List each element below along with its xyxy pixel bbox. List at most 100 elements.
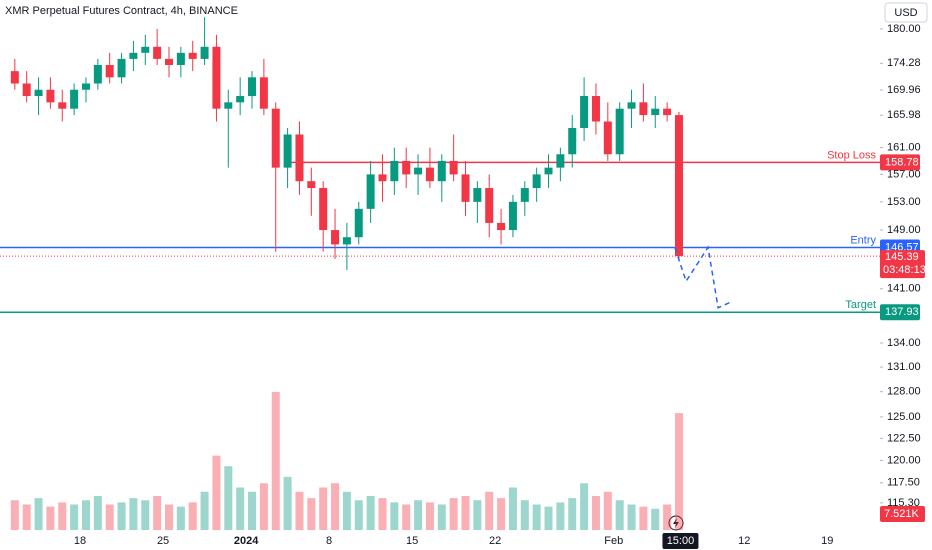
level-name: Entry xyxy=(850,234,876,246)
candle-body xyxy=(342,237,351,245)
volume-bar xyxy=(591,496,600,530)
volume-bar xyxy=(568,498,577,530)
candle-body xyxy=(81,83,90,90)
volume-bar xyxy=(307,498,316,530)
candle-body xyxy=(520,188,529,202)
candle-body xyxy=(10,71,19,84)
candle-body xyxy=(354,208,363,238)
volume-bar xyxy=(402,504,411,530)
volume-bar xyxy=(473,500,482,530)
volume-bar xyxy=(651,508,660,530)
level-tag-bg xyxy=(880,154,920,171)
volume-bar xyxy=(603,491,612,530)
x-tick-label: 25 xyxy=(157,535,169,547)
current-price-bg xyxy=(880,250,925,279)
y-tick-label: 161.00 xyxy=(887,142,921,154)
y-tick-label: 169.96 xyxy=(887,84,921,96)
x-tick-label: 18 xyxy=(74,535,86,547)
candle-body xyxy=(449,160,458,175)
volume-bar xyxy=(414,500,423,530)
y-tick-label: 174.28 xyxy=(887,57,921,69)
volume-bar xyxy=(390,502,399,530)
candle-body xyxy=(200,46,209,59)
candle-body xyxy=(70,89,79,109)
candle-body xyxy=(331,230,340,245)
y-tick-label: 165.98 xyxy=(887,109,921,121)
y-tick-label: 120.00 xyxy=(887,454,921,466)
candle-body xyxy=(58,102,67,109)
volume-bar xyxy=(141,500,150,530)
currency-label[interactable]: USD xyxy=(894,7,917,19)
candle-body xyxy=(473,188,482,202)
candle-body xyxy=(591,96,600,122)
y-tick-label: 153.00 xyxy=(887,196,921,208)
volume-bar xyxy=(319,487,328,530)
volume-bar xyxy=(378,498,387,530)
level-name: Stop Loss xyxy=(827,149,876,161)
x-tick-label: 12 xyxy=(738,535,750,547)
candle-body xyxy=(437,160,446,182)
volume-bar xyxy=(532,504,541,530)
candle-body xyxy=(603,121,612,155)
volume-bar xyxy=(556,502,565,530)
volume-bar xyxy=(342,491,351,530)
candle-body xyxy=(271,108,280,168)
projection-path xyxy=(674,245,731,309)
y-tick-label: 157.00 xyxy=(887,168,921,180)
candle-body xyxy=(141,46,150,53)
candle-body xyxy=(248,77,257,97)
volume-bar xyxy=(461,496,470,530)
y-tick-label: 128.00 xyxy=(887,386,921,398)
y-tick-label: 149.00 xyxy=(887,224,921,236)
chart-title: XMR Perpetual Futures Contract, 4h, BINA… xyxy=(5,5,238,17)
volume-bar xyxy=(331,483,340,530)
volume-bar xyxy=(46,506,55,530)
y-tick-label: 180.00 xyxy=(887,23,921,35)
currency-button[interactable] xyxy=(884,2,928,23)
candle-body xyxy=(153,46,162,59)
volume-bar xyxy=(10,500,19,530)
candle-body xyxy=(639,102,648,116)
volume-bar xyxy=(70,504,79,530)
candle-body xyxy=(627,102,636,109)
volume-bar xyxy=(354,500,363,530)
candle-body xyxy=(212,46,221,109)
candle-body xyxy=(165,58,174,65)
volume-bar xyxy=(188,502,197,530)
volume-bar xyxy=(663,504,672,530)
y-tick-label: 117.50 xyxy=(887,477,920,489)
current-time-bg xyxy=(662,533,699,549)
candle-body xyxy=(532,174,541,189)
candle-body xyxy=(117,58,126,78)
volume-bar xyxy=(449,498,458,530)
candle-body xyxy=(188,52,197,59)
candle-body xyxy=(580,96,589,128)
level-tag-bg xyxy=(880,304,920,321)
candle-body xyxy=(295,134,304,182)
y-tick-label: 141.00 xyxy=(887,283,921,295)
volume-bar xyxy=(497,498,506,530)
volume-bar xyxy=(283,476,292,530)
volume-bar xyxy=(200,491,209,530)
candle-body xyxy=(378,174,387,182)
volume-bar xyxy=(34,498,43,530)
volume-bar xyxy=(224,466,233,530)
candle-body xyxy=(568,127,577,155)
volume-tag-bg xyxy=(880,506,925,523)
volume-bar xyxy=(271,391,280,530)
volume-bar xyxy=(93,496,102,530)
y-tick-label: 122.50 xyxy=(887,432,921,444)
volume-bar xyxy=(212,455,221,530)
candle-body xyxy=(390,160,399,182)
volume-bar xyxy=(129,498,138,530)
volume-bar xyxy=(674,413,683,530)
y-tick-label: 131.00 xyxy=(887,361,921,373)
y-tick-label: 115.30 xyxy=(887,497,920,509)
candle-body xyxy=(283,134,292,168)
volume-bar xyxy=(236,487,245,530)
candle-body xyxy=(414,167,423,175)
volume-bar xyxy=(627,504,636,530)
x-tick-label: 19 xyxy=(821,535,833,547)
candle-body xyxy=(105,64,114,78)
